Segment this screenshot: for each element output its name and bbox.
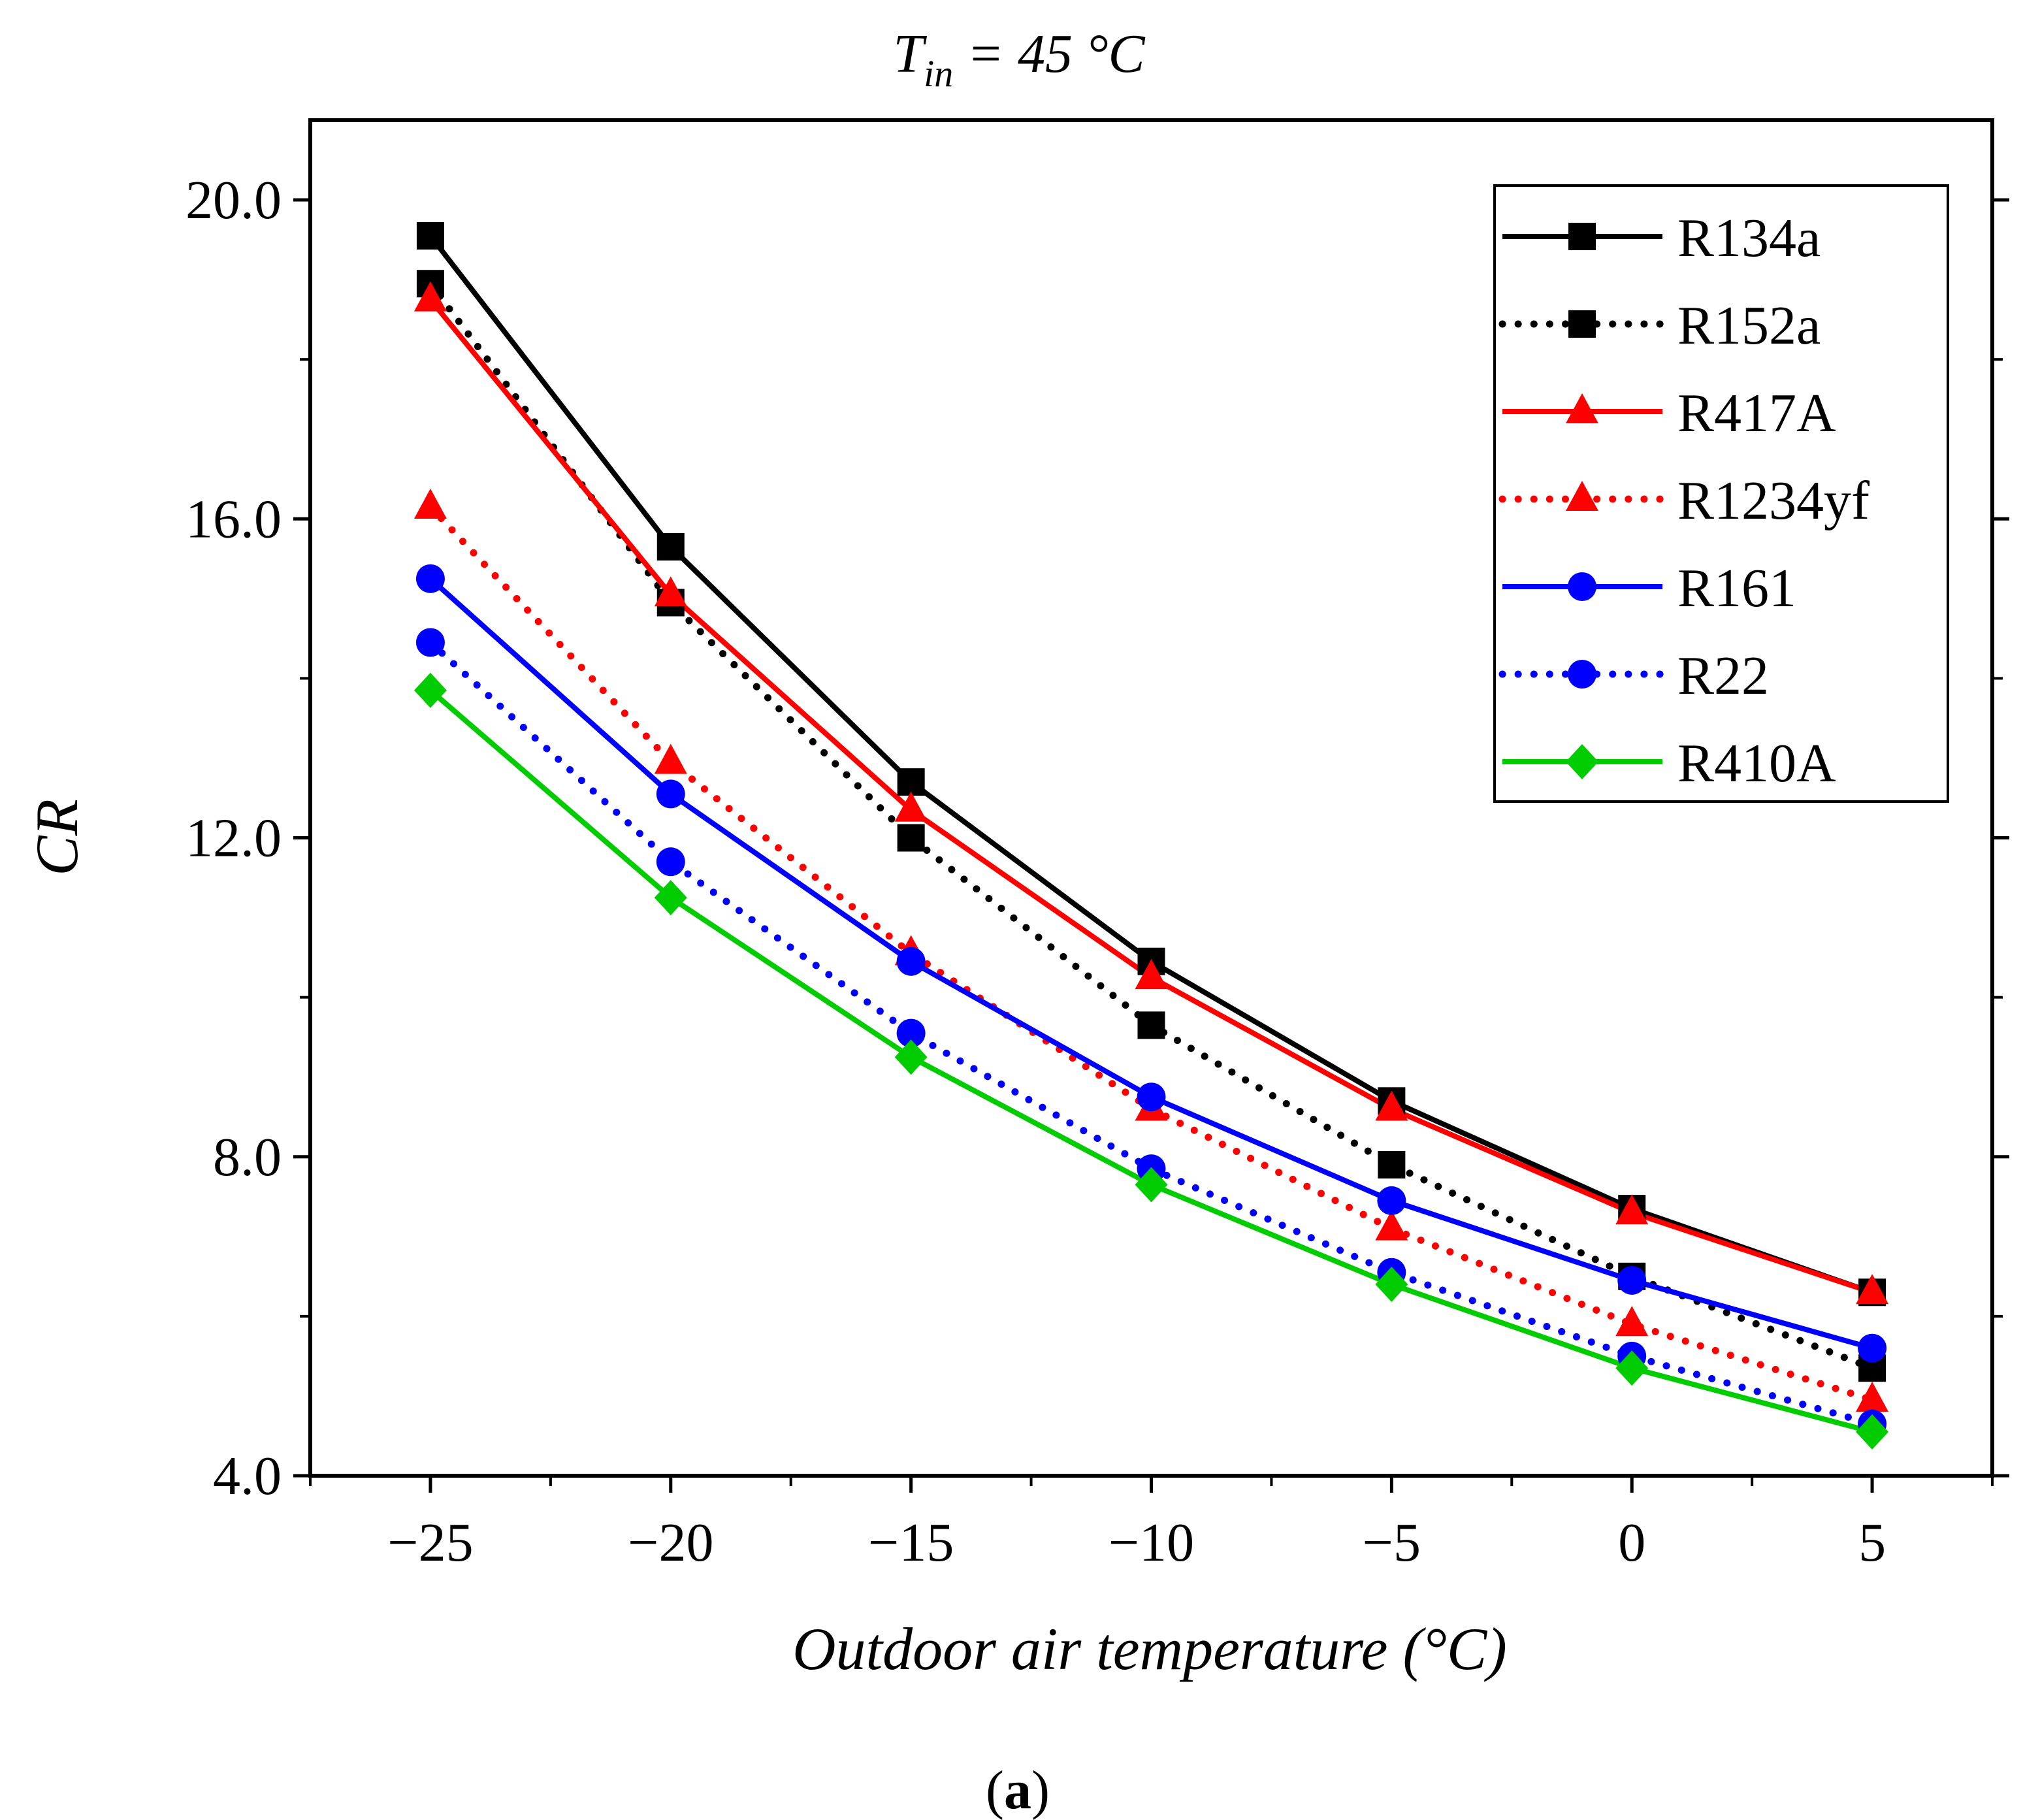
axis-tick-labels: −25 −20 −15 −10 −5 0 5 4.0 8.0 12.0 16.0 20.0 (186, 170, 1886, 1573)
legend-box (1493, 184, 1949, 803)
data-point-r1234yf (413, 488, 447, 519)
data-point-r417a (413, 281, 447, 312)
data-point-r161 (415, 564, 445, 593)
legend-marker-r417a (1566, 393, 1598, 423)
x-tick-label: 5 (1858, 1512, 1886, 1573)
legend-marker-r410a (1566, 744, 1598, 779)
data-point-r22 (896, 1018, 926, 1048)
data-point-r134a (897, 768, 925, 796)
x-axis-label: Outdoor air temperature (°C) (792, 1616, 1507, 1682)
legend-label-r1234yf: R1234yf (1677, 470, 1870, 531)
data-point-r152a (897, 824, 925, 852)
y-tick-label: 20.0 (186, 170, 282, 231)
data-point-r417a (1375, 1090, 1408, 1121)
chart-title: Tin = 45 °C (893, 24, 1145, 95)
data-point-r417a (894, 791, 928, 822)
data-point-r410a (1135, 1167, 1168, 1203)
data-point-r22 (656, 847, 685, 877)
y-tick-label: 4.0 (213, 1446, 282, 1506)
data-point-r152a (1378, 1150, 1406, 1178)
legend-label-r417a: R417A (1677, 383, 1836, 444)
x-tick-label: 0 (1618, 1512, 1645, 1573)
data-point-r410a (1615, 1350, 1649, 1386)
legend-marker-r161 (1568, 572, 1596, 601)
x-tick-label: −15 (868, 1512, 954, 1573)
chart-title-symbol: T (893, 24, 927, 84)
axis-ticks (293, 198, 2009, 1493)
data-point-r410a (1856, 1414, 1889, 1450)
data-point-r1234yf (654, 743, 687, 774)
legend-label-r410a: R410A (1677, 733, 1836, 794)
legend-marker-r134a (1568, 223, 1596, 250)
data-point-r410a (894, 1039, 928, 1075)
data-point-r417a (654, 576, 687, 607)
legend-label-r134a: R134a (1677, 208, 1821, 268)
data-point-r134a (656, 533, 685, 561)
legend-marker-r152a (1568, 310, 1596, 338)
y-axis-label: CR (24, 799, 90, 876)
panel-label-close: ) (1031, 1760, 1050, 1820)
data-point-r152a (1137, 1011, 1165, 1039)
data-point-r410a (654, 880, 687, 916)
data-point-r417a (1856, 1274, 1889, 1305)
data-point-r417a (1615, 1194, 1649, 1225)
panel-label-letter: a (1004, 1760, 1031, 1820)
data-point-r410a (413, 672, 447, 708)
legend-label-r152a: R152a (1677, 295, 1821, 356)
data-point-r1234yf (1856, 1382, 1889, 1412)
data-point-r134a (416, 221, 444, 250)
series-markers (413, 221, 1889, 1450)
panel-label-open: ( (986, 1760, 1004, 1820)
chart-title-rest: = 45 °C (953, 24, 1145, 84)
data-point-r161 (656, 779, 685, 809)
data-point-r161 (896, 947, 926, 976)
data-point-r1234yf (1375, 1210, 1408, 1241)
legend-marker-r22 (1568, 660, 1596, 689)
legend-marker-r1234yf (1566, 481, 1598, 511)
x-tick-label: −20 (628, 1512, 713, 1573)
data-point-r161 (1137, 1082, 1166, 1112)
x-tick-label: −10 (1109, 1512, 1194, 1573)
data-point-r161 (1377, 1186, 1406, 1215)
x-tick-label: −5 (1363, 1512, 1421, 1573)
data-point-r1234yf (1615, 1306, 1649, 1337)
x-tick-label: −25 (387, 1512, 473, 1573)
panel-label: (a) (986, 1760, 1050, 1820)
legend: R134a R152a R417A R1234yf R161 R22 R410A (1498, 208, 1870, 794)
y-tick-label: 16.0 (186, 489, 282, 549)
data-point-r22 (415, 628, 445, 657)
data-point-r161 (1617, 1265, 1647, 1295)
data-point-r417a (1135, 959, 1168, 990)
data-point-r410a (1375, 1267, 1408, 1303)
legend-label-r22: R22 (1677, 645, 1769, 706)
data-point-r161 (1858, 1333, 1887, 1363)
y-tick-label: 8.0 (213, 1127, 282, 1188)
y-tick-label: 12.0 (186, 808, 282, 869)
legend-label-r161: R161 (1677, 558, 1796, 619)
chart-title-subscript: in (924, 52, 953, 95)
